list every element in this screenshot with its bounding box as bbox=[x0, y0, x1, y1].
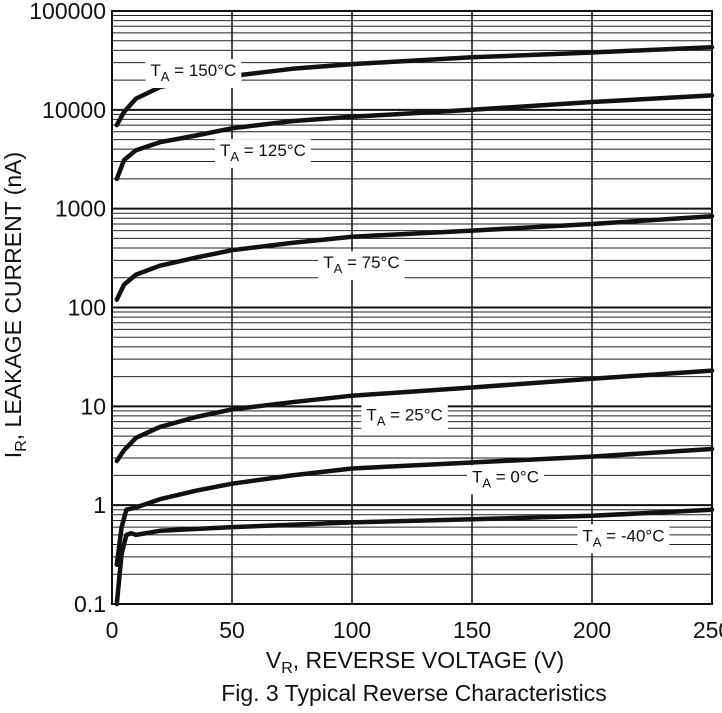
series-line bbox=[114, 368, 715, 464]
x-tick-label: 200 bbox=[573, 617, 611, 643]
series-line bbox=[114, 213, 715, 302]
series-label-text: TA = 125°C bbox=[220, 141, 306, 164]
series-label-text: TA = 25°C bbox=[366, 405, 442, 428]
x-tick-label: 50 bbox=[219, 617, 245, 643]
x-tick-label: 150 bbox=[453, 617, 491, 643]
series-line bbox=[114, 93, 715, 182]
y-tick-labels: 0.1 1 10 100 1000 10000 100000 bbox=[29, 0, 106, 617]
series-label-background bbox=[361, 403, 448, 433]
series-labels: TA = 150°C TA = 125°C TA = 75°C TA = 25°C TA… bbox=[145, 58, 670, 554]
series-label-text: TA = 0°C bbox=[472, 467, 539, 490]
y-tick-label: 100 bbox=[68, 295, 106, 321]
y-tick-label: 0.1 bbox=[74, 591, 106, 617]
y-tick-label: 100000 bbox=[29, 0, 106, 24]
series-line bbox=[114, 507, 715, 607]
series-label-background bbox=[215, 139, 311, 169]
series-label-background bbox=[467, 465, 544, 495]
x-tick-label: 100 bbox=[333, 617, 371, 643]
y-axis-title: IR, LEAKAGE CURRENT (nA) bbox=[0, 152, 30, 458]
series-label: TA = 125°C bbox=[215, 139, 311, 169]
series-label-background bbox=[145, 58, 242, 88]
plot-frame bbox=[111, 10, 713, 605]
series-label: TA = 150°C bbox=[145, 58, 242, 88]
series-label-text: TA = -40°C bbox=[582, 526, 664, 549]
series-label-background bbox=[318, 251, 405, 281]
series-label: TA = 75°C bbox=[318, 251, 405, 281]
series-label-background bbox=[577, 524, 670, 554]
y-tick-label: 1 bbox=[93, 492, 106, 518]
x-tick-label: 0 bbox=[106, 617, 119, 643]
series-label: TA = 0°C bbox=[467, 465, 544, 495]
x-tick-label: 250 bbox=[693, 617, 722, 643]
y-tick-label: 1000 bbox=[55, 196, 106, 222]
x-axis-title: VR, REVERSE VOLTAGE (V) bbox=[266, 647, 564, 677]
y-tick-label: 10000 bbox=[42, 97, 106, 123]
series-label: TA = -40°C bbox=[577, 524, 670, 554]
series-label-text: TA = 75°C bbox=[323, 253, 399, 276]
figure-caption: Fig. 3 Typical Reverse Characteristics bbox=[221, 680, 607, 706]
x-tick-labels: 0 50 100 150 200 250 bbox=[106, 617, 722, 643]
series-line bbox=[114, 446, 715, 567]
series-label-text: TA = 150°C bbox=[150, 61, 236, 84]
series-curves bbox=[114, 44, 715, 607]
y-tick-label: 10 bbox=[80, 393, 106, 419]
series-label: TA = 25°C bbox=[361, 403, 448, 433]
